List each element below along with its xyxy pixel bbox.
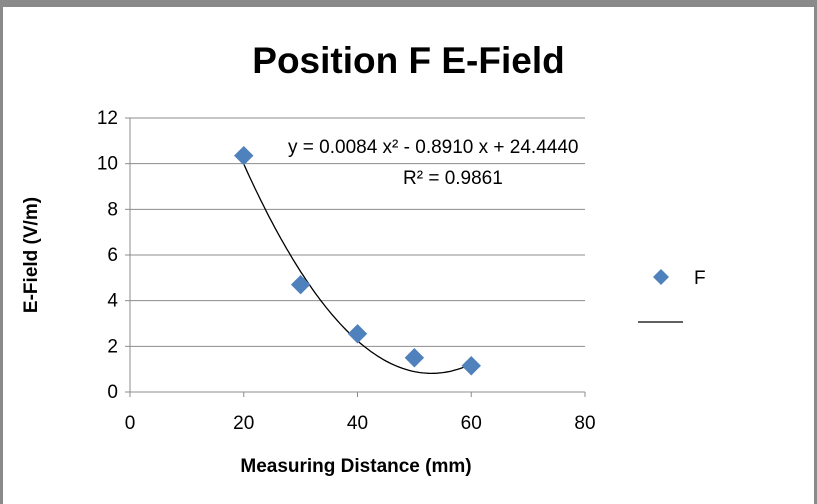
data-point	[404, 348, 425, 368]
data-point	[461, 356, 481, 376]
trendline-equation: y = 0.0084 x² - 0.8910 x + 24.4440	[288, 137, 578, 158]
data-point	[290, 274, 311, 295]
y-axis-label: E-Field (V/m)	[21, 197, 42, 313]
data-point	[347, 324, 368, 344]
y-tick-label: 4	[107, 291, 118, 312]
x-tick-label: 80	[574, 413, 595, 434]
r-squared-label: R² = 0.9861	[403, 168, 503, 189]
x-tick-label: 0	[125, 413, 136, 434]
tick-labels: 0 2 4 6 8 10 12 0 20 40 60 80	[97, 108, 596, 434]
gridlines	[130, 117, 585, 347]
y-tick-label: 0	[107, 382, 118, 403]
legend-label: F	[694, 268, 706, 289]
y-tick-label: 10	[97, 154, 118, 175]
legend: F	[638, 268, 706, 323]
y-tick-label: 6	[107, 245, 118, 266]
x-tick-label: 60	[461, 413, 482, 434]
x-tick-label: 40	[347, 413, 368, 434]
legend-marker-icon	[653, 269, 669, 285]
y-tick-label: 8	[107, 199, 118, 220]
chart-title: Position F E-Field	[252, 40, 565, 81]
x-axis-label: Measuring Distance (mm)	[240, 456, 471, 477]
y-tick-label: 12	[97, 108, 118, 129]
data-points	[234, 145, 481, 376]
axes	[125, 117, 586, 397]
x-tick-label: 20	[233, 413, 254, 434]
data-point	[234, 145, 254, 166]
y-tick-label: 2	[107, 336, 118, 357]
